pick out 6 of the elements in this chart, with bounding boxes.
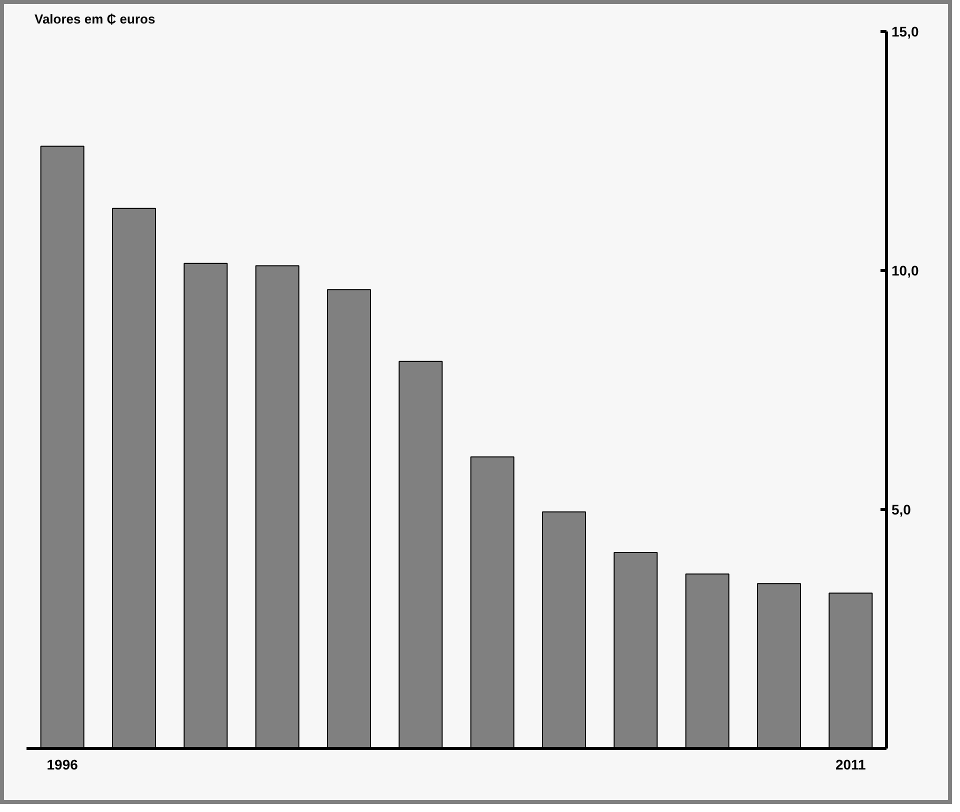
x-tick-label: 1996 [46,756,78,772]
x-tick-label: 2011 [835,756,866,772]
chart-title: Valores em ₵ euros [34,12,156,26]
y-tick-label: 10,0 [892,262,919,278]
y-tick-label: 15,0 [892,24,919,40]
y-tick-label: 5,0 [892,502,912,518]
